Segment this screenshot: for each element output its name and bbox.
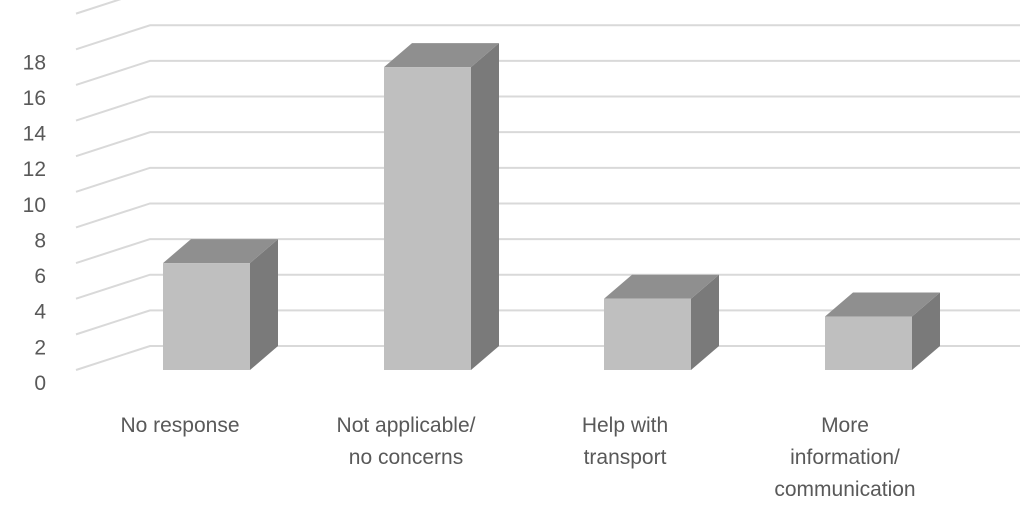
gridline	[75, 238, 1020, 265]
bar-top-face	[163, 239, 278, 264]
gridline	[75, 131, 1020, 158]
bar-front-face	[604, 298, 691, 370]
bar	[604, 274, 719, 370]
bar-side-face	[691, 274, 719, 370]
bar-front-face	[163, 263, 250, 370]
gridline	[75, 95, 1020, 122]
gridline	[75, 59, 1020, 86]
gridlines	[75, 0, 1020, 371]
x-category-label: No response	[120, 414, 239, 437]
y-tick-label: 16	[23, 87, 46, 110]
gridline	[75, 309, 1020, 336]
gridline	[75, 0, 122, 15]
gridline	[75, 166, 1020, 193]
bar-side-face	[250, 239, 278, 370]
y-tick-label: 2	[34, 336, 46, 359]
bar-top-face	[384, 43, 499, 68]
y-tick-label: 14	[23, 123, 47, 146]
bar	[825, 292, 940, 370]
x-category-label: Help with transport	[582, 414, 668, 469]
x-axis-category-labels: No response Not applicable/no concerns Hel…	[120, 414, 915, 501]
y-tick-label: 0	[34, 372, 46, 395]
y-axis-tick-labels: 0 2 4 6 8 10 12 14 16 18	[23, 51, 47, 395]
y-tick-label: 18	[23, 51, 46, 74]
bar-side-face	[471, 43, 499, 370]
gridline	[75, 24, 1020, 51]
bar-top-face	[604, 274, 719, 299]
x-category-label: Not applicable/no concerns	[337, 414, 476, 469]
bar-top-face	[825, 292, 940, 317]
gridline	[75, 202, 1020, 229]
gridline	[75, 273, 1020, 300]
y-tick-label: 10	[23, 194, 46, 217]
gridline	[75, 345, 1020, 371]
bar	[163, 239, 278, 370]
bar-side-face	[912, 292, 940, 370]
x-category-label: More information/communication	[774, 414, 915, 501]
y-tick-label: 12	[23, 158, 46, 181]
bar	[384, 43, 499, 370]
bars	[163, 43, 940, 370]
y-tick-label: 8	[34, 229, 46, 252]
y-tick-label: 4	[34, 301, 46, 324]
y-tick-label: 6	[34, 265, 46, 288]
bar-front-face	[825, 316, 912, 370]
bar-front-face	[384, 67, 471, 370]
